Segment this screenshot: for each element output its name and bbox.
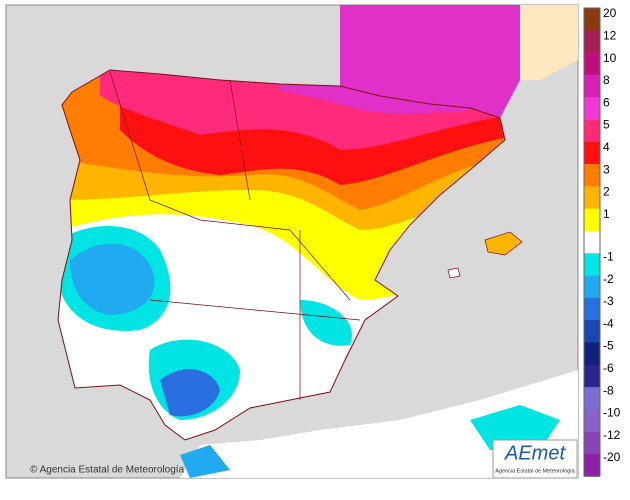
balearic-islands: [484, 231, 523, 256]
coastline: [57, 69, 506, 441]
legend-label: -4: [603, 316, 614, 330]
legend-swatch: [584, 208, 600, 232]
africa: [180, 370, 578, 478]
ibiza: [447, 267, 461, 279]
legend-label: 1: [603, 207, 610, 221]
legend-label: -10: [603, 406, 621, 420]
field-cold-2: [70, 243, 155, 315]
legend-swatch: [584, 275, 600, 299]
legend-swatch: [584, 431, 600, 455]
legend-label: 12: [603, 28, 617, 42]
legend-swatch: [584, 364, 600, 388]
legend-label: 6: [603, 95, 610, 109]
legend-swatch: [584, 8, 600, 31]
legend-swatch: [584, 119, 600, 143]
africa-cold: [180, 445, 230, 478]
legend-label: 4: [603, 140, 610, 154]
legend-label: -2: [603, 272, 614, 286]
legend-swatch: [584, 409, 600, 432]
legend-label: -6: [603, 361, 614, 375]
logo: AEmet: [504, 442, 566, 464]
legend-swatch: [584, 141, 600, 165]
legend-swatch: [584, 74, 600, 98]
credit: © Agencia Estatal de Meteorología: [30, 465, 185, 476]
legend-border: [583, 7, 601, 477]
legend-label: 8: [603, 73, 610, 87]
legend-label: 5: [603, 118, 610, 132]
legend-label: 20: [603, 6, 617, 20]
legend-swatch: [584, 30, 600, 53]
legend-swatch: [584, 97, 600, 120]
legend-swatch: [584, 253, 600, 276]
france-east: [520, 5, 578, 80]
legend-label: 2: [603, 185, 610, 199]
legend-label: 10: [603, 51, 617, 65]
legend-swatch: [584, 164, 600, 187]
legend-swatch: [584, 454, 600, 477]
legend-swatch: [584, 320, 600, 343]
legend-swatch: [584, 342, 600, 366]
legend: 20 12 10 8 6 5 4 3 2 1 -1 -2 -3 -4 -5 -6 -8 -10 -12 -20: [583, 6, 621, 477]
legend-label: -8: [603, 383, 614, 397]
legend-label: -5: [603, 339, 614, 353]
africa-cold: [470, 405, 560, 450]
logo-box: [492, 439, 578, 479]
logo-subtitle: Agencia Estatal de Meteorología: [495, 468, 575, 474]
legend-label: 3: [603, 162, 610, 176]
legend-swatch: [584, 52, 600, 76]
field-cold-south-2: [160, 369, 220, 417]
legend-label: -3: [603, 294, 614, 308]
legend-label: -20: [603, 450, 621, 464]
france-area: [340, 5, 540, 118]
region-borders: [109, 71, 361, 400]
legend-neutral: [584, 233, 600, 255]
legend-swatch: [584, 297, 600, 321]
field-cold-east: [300, 300, 352, 346]
legend-swatch: [584, 186, 600, 209]
legend-swatch: [584, 387, 600, 410]
legend-label: -1: [603, 249, 614, 263]
legend-label: -12: [603, 428, 621, 442]
